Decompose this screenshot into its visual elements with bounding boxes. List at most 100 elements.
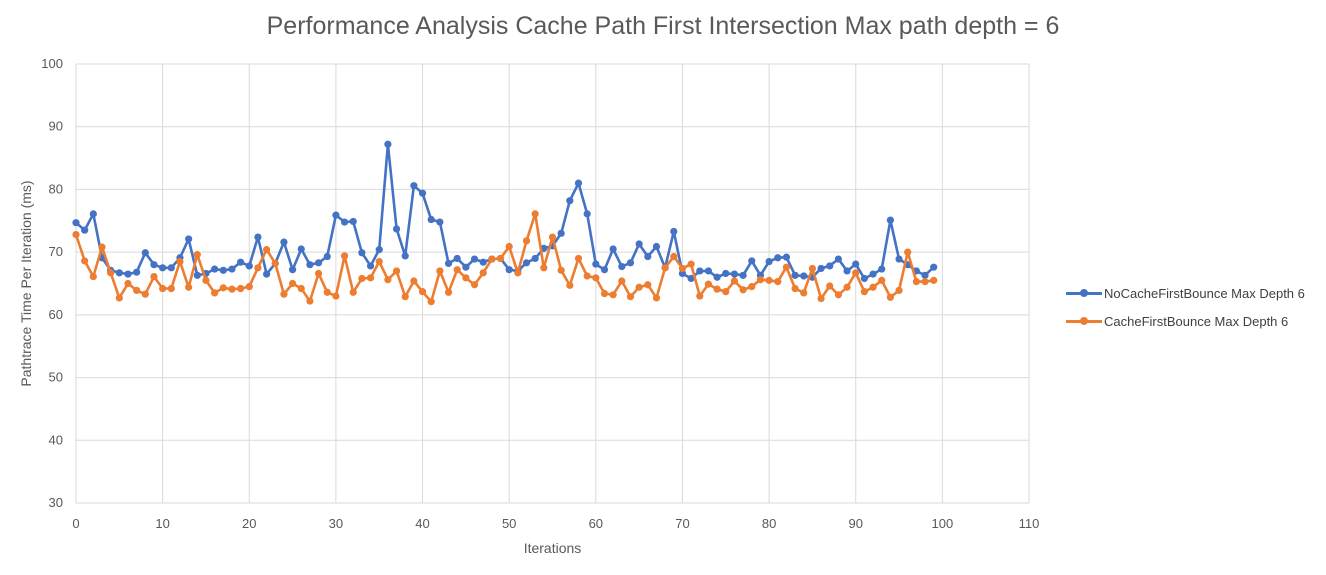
data-point — [713, 273, 721, 281]
data-point — [349, 288, 357, 296]
data-point — [124, 279, 132, 288]
legend-label-nocache: NoCacheFirstBounce Max Depth 6 — [1104, 285, 1305, 301]
data-point — [635, 283, 643, 291]
data-point — [488, 255, 496, 263]
data-point — [704, 280, 713, 288]
data-point — [133, 268, 141, 276]
legend-label-cache: CacheFirstBounce Max Depth 6 — [1104, 313, 1289, 329]
data-point — [323, 288, 331, 296]
legend-marker-nocache — [1066, 284, 1102, 302]
data-point — [418, 288, 427, 296]
y-tick-label: 30 — [49, 495, 63, 510]
data-point — [427, 298, 435, 306]
data-point — [852, 269, 860, 277]
data-point — [921, 278, 929, 286]
data-point — [748, 283, 756, 291]
data-point — [496, 254, 505, 263]
data-point — [748, 257, 756, 265]
data-point — [219, 266, 227, 274]
series-nocache — [72, 140, 938, 283]
data-point — [704, 267, 713, 275]
data-point — [817, 294, 825, 303]
data-point — [237, 258, 245, 266]
data-point — [531, 254, 539, 263]
data-point — [436, 218, 444, 226]
x-tick-label: 80 — [762, 516, 776, 531]
data-point — [107, 269, 115, 277]
data-point — [470, 255, 479, 263]
data-point — [765, 257, 773, 266]
data-point — [540, 264, 548, 272]
data-point — [453, 254, 461, 263]
data-point — [392, 225, 401, 233]
data-point — [124, 270, 132, 278]
data-point — [115, 269, 123, 277]
x-tick-labels: 0 10 20 30 40 50 60 70 80 90 100 110 — [72, 516, 1039, 531]
data-point — [652, 242, 661, 251]
series-line — [74, 212, 934, 304]
data-point — [288, 279, 297, 288]
data-point — [228, 285, 236, 293]
data-point — [687, 274, 695, 283]
data-point — [133, 286, 141, 294]
data-point — [522, 259, 531, 267]
data-point — [193, 251, 201, 259]
data-point — [860, 288, 868, 296]
data-point — [834, 255, 843, 263]
data-point — [756, 276, 765, 284]
data-point — [306, 297, 314, 305]
data-point — [574, 254, 583, 263]
data-point — [557, 266, 565, 274]
data-point — [635, 240, 643, 248]
data-point — [228, 265, 236, 273]
data-point — [661, 264, 669, 272]
data-point — [98, 243, 106, 251]
data-point — [297, 284, 305, 293]
data-point — [722, 288, 730, 296]
data-point — [522, 237, 531, 245]
data-point — [159, 264, 167, 272]
data-point — [150, 273, 158, 281]
data-point — [384, 276, 392, 284]
x-tick-label: 30 — [329, 516, 343, 531]
data-point — [150, 261, 158, 269]
data-point — [72, 230, 80, 239]
data-point — [323, 252, 331, 261]
data-point — [713, 285, 721, 293]
chart-title: Performance Analysis Cache Path First In… — [266, 12, 1060, 40]
data-point — [72, 219, 80, 227]
data-point — [462, 274, 470, 282]
data-point — [800, 289, 808, 297]
data-point — [817, 264, 825, 273]
data-point — [401, 252, 409, 260]
data-point — [791, 284, 799, 293]
series-layer — [72, 140, 938, 306]
data-point — [115, 294, 123, 302]
x-tick-label: 20 — [242, 516, 256, 531]
data-point — [722, 269, 730, 278]
x-axis-label: Iterations — [524, 540, 582, 556]
data-point — [895, 255, 903, 263]
data-point — [185, 235, 193, 243]
data-point — [600, 289, 609, 298]
data-point — [332, 211, 340, 219]
y-tick-label: 100 — [41, 56, 63, 71]
data-point — [202, 276, 210, 284]
legend-item-cache: CacheFirstBounce Max Depth 6 — [1066, 312, 1305, 330]
data-point — [600, 266, 609, 274]
data-point — [254, 264, 262, 272]
y-tick-label: 90 — [49, 119, 63, 134]
data-point — [263, 246, 271, 254]
data-point — [834, 291, 843, 299]
x-tick-label: 0 — [72, 516, 79, 531]
data-point — [852, 260, 860, 268]
legend: NoCacheFirstBounce Max Depth 6 CacheFirs… — [1066, 284, 1305, 340]
data-point — [89, 210, 97, 218]
data-point — [670, 227, 678, 236]
data-point — [401, 293, 409, 301]
data-point — [366, 274, 375, 282]
data-point — [366, 262, 375, 270]
data-point — [826, 282, 834, 290]
data-point — [782, 263, 791, 271]
data-point — [141, 290, 149, 298]
